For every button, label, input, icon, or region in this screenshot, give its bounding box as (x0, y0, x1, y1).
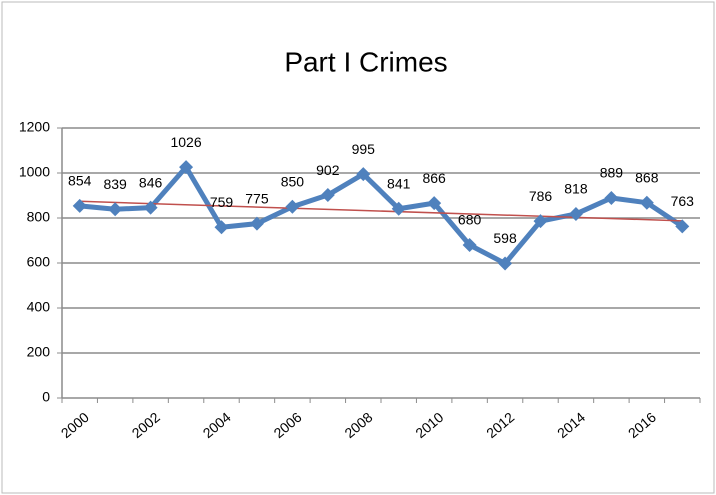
marker (533, 214, 548, 229)
data-label: 763 (671, 193, 695, 209)
y-tick-label: 200 (27, 344, 51, 360)
y-tick-label: 400 (27, 299, 51, 315)
series-line (79, 164, 684, 266)
y-tick-label: 600 (27, 254, 51, 270)
data-label: 850 (281, 173, 305, 189)
marker (391, 201, 406, 216)
data-label: 995 (352, 141, 376, 157)
data-label: 818 (564, 181, 588, 197)
data-label: 854 (68, 173, 92, 189)
data-label: 902 (316, 162, 340, 178)
marker (462, 238, 477, 252)
marker (675, 219, 690, 234)
marker (568, 206, 583, 221)
marker (214, 220, 229, 235)
data-label: 759 (210, 194, 234, 210)
y-tick-label: 800 (27, 209, 51, 225)
marker (498, 256, 513, 271)
data-label: 775 (245, 190, 269, 206)
marker (427, 196, 442, 211)
data-label: 889 (600, 165, 624, 181)
chart-title: Part I Crimes (284, 46, 447, 77)
data-label: 1026 (170, 134, 201, 150)
marker (285, 199, 300, 214)
trendline (79, 200, 683, 222)
marker (604, 190, 619, 205)
marker (356, 167, 371, 182)
data-label: 868 (635, 169, 659, 185)
marker (179, 160, 194, 175)
marker (639, 195, 654, 210)
y-tick-label: 1000 (19, 164, 50, 180)
data-label: 846 (139, 174, 163, 190)
data-label: 839 (103, 176, 127, 192)
marker (143, 200, 158, 215)
marker (320, 188, 335, 203)
marker (249, 216, 264, 231)
data-label: 841 (387, 175, 411, 191)
data-label: 866 (422, 170, 446, 186)
y-tick-label: 0 (42, 389, 50, 405)
data-label: 786 (529, 188, 553, 204)
marker (72, 198, 87, 213)
data-label: 680 (458, 212, 482, 228)
data-label: 598 (493, 230, 517, 246)
marker (108, 202, 123, 217)
y-tick-label: 1200 (19, 119, 50, 135)
